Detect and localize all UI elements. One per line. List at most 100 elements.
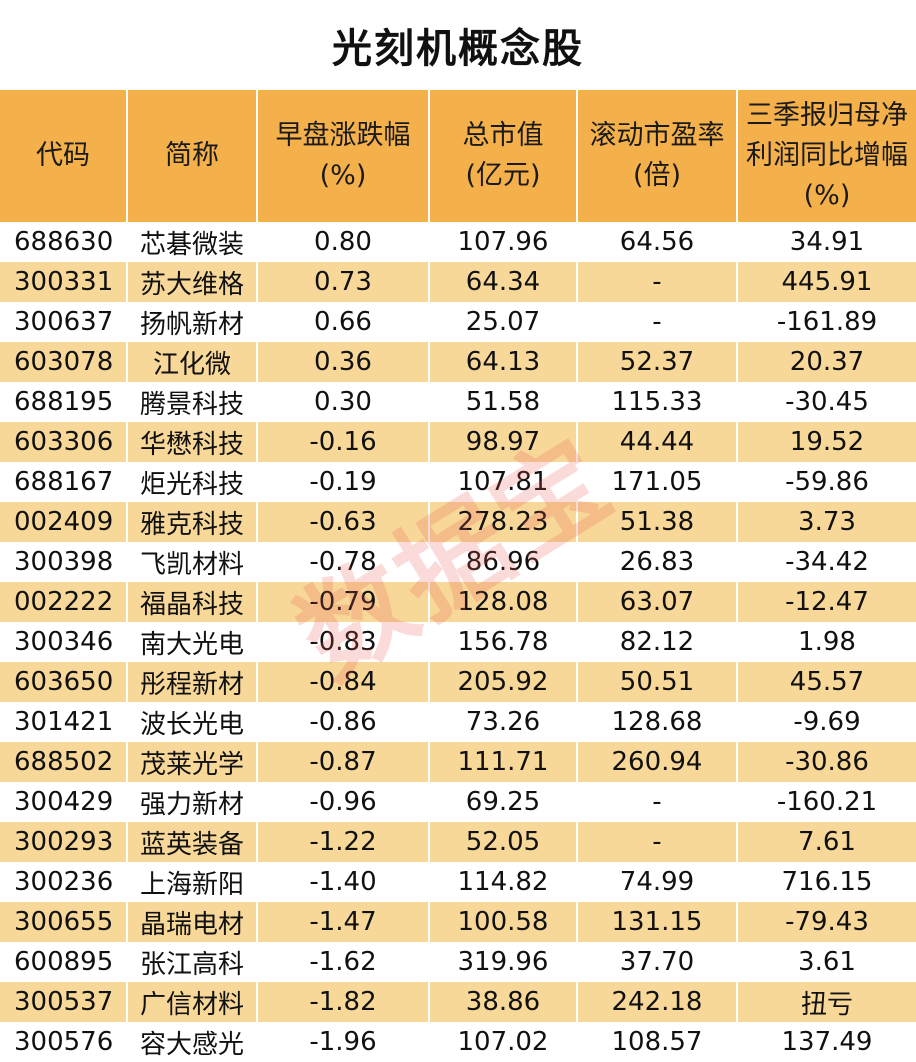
stock-name-cell: 苏大维格 [127, 262, 258, 302]
stock-code-cell: 300236 [0, 862, 128, 902]
profit-growth-cell: 3.73 [737, 502, 916, 542]
table-header: 代码 简称 早盘涨跌幅 (%) 总市值 (亿元) 滚动市盈率 (倍) 三季报归母… [0, 90, 916, 222]
stock-name-cell: 上海新阳 [127, 862, 258, 902]
pe-ratio-cell: - [577, 302, 738, 342]
market-cap-cell: 128.08 [429, 582, 578, 622]
profit-growth-cell: 137.49 [737, 1022, 916, 1062]
pe-ratio-cell: 242.18 [577, 982, 738, 1022]
table-row: 688167 炬光科技 -0.19 107.81 171.05 -59.86 [0, 462, 916, 502]
table-row: 002409 雅克科技 -0.63 278.23 51.38 3.73 [0, 502, 916, 542]
pe-ratio-cell: 115.33 [577, 382, 738, 422]
profit-growth-cell: 7.61 [737, 822, 916, 862]
stock-name-cell: 飞凯材料 [127, 542, 258, 582]
table-row: 300236 上海新阳 -1.40 114.82 74.99 716.15 [0, 862, 916, 902]
early-change-cell: 0.73 [257, 262, 430, 302]
table-row: 300398 飞凯材料 -0.78 86.96 26.83 -34.42 [0, 542, 916, 582]
stock-code-cell: 600895 [0, 942, 128, 982]
stock-code-cell: 300331 [0, 262, 128, 302]
pe-ratio-cell: 63.07 [577, 582, 738, 622]
header-unit: (亿元) [465, 160, 541, 191]
profit-growth-cell: -59.86 [737, 462, 916, 502]
early-change-cell: -0.83 [257, 622, 430, 662]
column-header-pe: 滚动市盈率 (倍) [577, 90, 738, 222]
stock-code-cell: 688195 [0, 382, 128, 422]
market-cap-cell: 278.23 [429, 502, 578, 542]
stock-name-cell: 容大感光 [127, 1022, 258, 1062]
market-cap-cell: 69.25 [429, 782, 578, 822]
column-header-name: 简称 [127, 90, 258, 222]
pe-ratio-cell: 26.83 [577, 542, 738, 582]
stock-code-cell: 688502 [0, 742, 128, 782]
column-header-profit-growth: 三季报归母净 利润同比增幅 (%) [737, 90, 916, 222]
market-cap-cell: 107.96 [429, 222, 578, 262]
stock-code-cell: 603650 [0, 662, 128, 702]
profit-growth-cell: 445.91 [737, 262, 916, 302]
stock-name-cell: 晶瑞电材 [127, 902, 258, 942]
early-change-cell: -1.96 [257, 1022, 430, 1062]
early-change-cell: -0.86 [257, 702, 430, 742]
profit-growth-cell: -34.42 [737, 542, 916, 582]
pe-ratio-cell: 131.15 [577, 902, 738, 942]
profit-growth-cell: -12.47 [737, 582, 916, 622]
header-unit: (倍) [632, 160, 682, 191]
stock-code-cell: 002222 [0, 582, 128, 622]
header-unit: (%) [319, 160, 367, 191]
table-row: 002222 福晶科技 -0.79 128.08 63.07 -12.47 [0, 582, 916, 622]
stock-code-cell: 300293 [0, 822, 128, 862]
profit-growth-cell: 34.91 [737, 222, 916, 262]
pe-ratio-cell: 82.12 [577, 622, 738, 662]
pe-ratio-cell: - [577, 262, 738, 302]
pe-ratio-cell: 64.56 [577, 222, 738, 262]
header-line: 总市值 [462, 120, 544, 151]
table-row: 301421 波长光电 -0.86 73.26 128.68 -9.69 [0, 702, 916, 742]
stock-name-cell: 茂莱光学 [127, 742, 258, 782]
table-row: 688630 芯碁微装 0.80 107.96 64.56 34.91 [0, 222, 916, 262]
stock-code-cell: 301421 [0, 702, 128, 742]
stock-name-cell: 腾景科技 [127, 382, 258, 422]
stock-code-cell: 300346 [0, 622, 128, 662]
market-cap-cell: 100.58 [429, 902, 578, 942]
column-header-market-cap: 总市值 (亿元) [429, 90, 578, 222]
header-row: 代码 简称 早盘涨跌幅 (%) 总市值 (亿元) 滚动市盈率 (倍) 三季报归母… [0, 90, 916, 222]
column-header-change: 早盘涨跌幅 (%) [257, 90, 430, 222]
early-change-cell: -0.84 [257, 662, 430, 702]
stock-name-cell: 炬光科技 [127, 462, 258, 502]
table-row: 603650 彤程新材 -0.84 205.92 50.51 45.57 [0, 662, 916, 702]
market-cap-cell: 111.71 [429, 742, 578, 782]
stock-name-cell: 芯碁微装 [127, 222, 258, 262]
early-change-cell: -0.63 [257, 502, 430, 542]
stock-code-cell: 300637 [0, 302, 128, 342]
profit-growth-cell: 45.57 [737, 662, 916, 702]
header-line: 代码 [36, 140, 90, 171]
profit-growth-cell: -161.89 [737, 302, 916, 342]
early-change-cell: -0.19 [257, 462, 430, 502]
header-unit: (%) [803, 180, 851, 211]
table-row: 300429 强力新材 -0.96 69.25- -160.21 [0, 782, 916, 822]
market-cap-cell: 319.96 [429, 942, 578, 982]
pe-ratio-cell: 50.51 [577, 662, 738, 702]
pe-ratio-cell: 51.38 [577, 502, 738, 542]
pe-ratio-cell: 52.37 [577, 342, 738, 382]
table-row: 300293 蓝英装备 -1.22 52.05-7.61 [0, 822, 916, 862]
table-row: 300537 广信材料 -1.82 38.86 242.18 扭亏 [0, 982, 916, 1022]
stock-code-cell: 603078 [0, 342, 128, 382]
pe-ratio-cell: - [577, 822, 738, 862]
stock-name-cell: 雅克科技 [127, 502, 258, 542]
stock-code-cell: 300537 [0, 982, 128, 1022]
stock-table: 代码 简称 早盘涨跌幅 (%) 总市值 (亿元) 滚动市盈率 (倍) 三季报归母… [0, 90, 916, 1062]
column-header-code: 代码 [0, 90, 128, 222]
table-row: 603306 华懋科技 -0.16 98.97 44.44 19.52 [0, 422, 916, 462]
early-change-cell: -0.78 [257, 542, 430, 582]
profit-growth-cell: -9.69 [737, 702, 916, 742]
early-change-cell: -0.87 [257, 742, 430, 782]
stock-code-cell: 300398 [0, 542, 128, 582]
pe-ratio-cell: 108.57 [577, 1022, 738, 1062]
table-row: 688502 茂莱光学 -0.87 111.71 260.94 -30.86 [0, 742, 916, 782]
early-change-cell: -1.82 [257, 982, 430, 1022]
stock-name-cell: 波长光电 [127, 702, 258, 742]
profit-growth-cell: 1.98 [737, 622, 916, 662]
stock-name-cell: 蓝英装备 [127, 822, 258, 862]
stock-name-cell: 福晶科技 [127, 582, 258, 622]
table-row: 300346 南大光电 -0.83 156.78 82.12 1.98 [0, 622, 916, 662]
pe-ratio-cell: 171.05 [577, 462, 738, 502]
